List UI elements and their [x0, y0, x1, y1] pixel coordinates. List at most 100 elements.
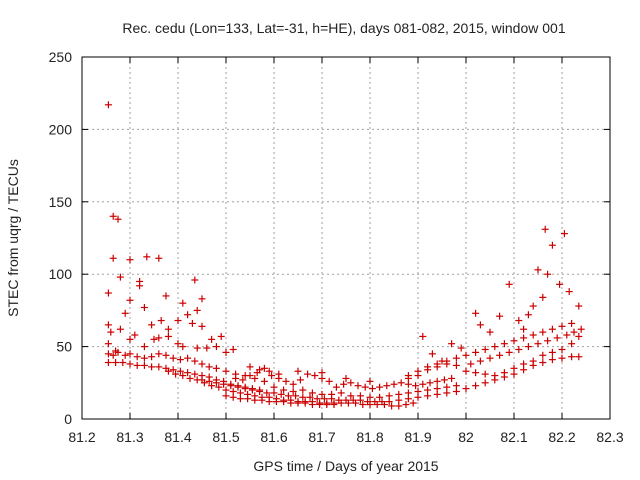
data-point	[241, 385, 249, 393]
data-point	[184, 311, 192, 319]
data-point	[212, 364, 220, 372]
data-point	[140, 361, 148, 369]
data-point	[452, 361, 460, 369]
data-point	[308, 389, 316, 397]
data-point	[424, 363, 432, 371]
data-point	[342, 396, 350, 404]
data-point	[541, 225, 549, 233]
x-tick-label: 81.4	[164, 429, 191, 445]
data-point	[577, 325, 585, 333]
data-point	[198, 295, 206, 303]
data-point	[404, 372, 412, 380]
data-point	[179, 299, 187, 307]
x-tick-label: 82.3	[596, 429, 623, 445]
data-point	[560, 230, 568, 238]
data-point	[299, 386, 307, 394]
data-point	[481, 379, 489, 387]
data-point	[371, 398, 379, 406]
data-point	[452, 354, 460, 362]
data-point	[320, 395, 328, 403]
data-point	[148, 353, 156, 361]
data-point	[116, 273, 124, 281]
data-point	[520, 334, 528, 342]
data-point	[277, 390, 285, 398]
x-tick-label: 82.2	[548, 429, 575, 445]
data-point	[342, 374, 350, 382]
data-point	[104, 340, 112, 348]
data-point	[529, 331, 537, 339]
data-point	[332, 383, 340, 391]
data-point	[440, 376, 448, 384]
x-axis-label: GPS time / Days of year 2015	[253, 458, 438, 474]
data-point	[481, 370, 489, 378]
data-point	[340, 380, 348, 388]
data-point	[452, 387, 460, 395]
data-point	[284, 392, 292, 400]
y-tick-labels: 0 50 100 150 200 250	[49, 49, 73, 427]
data-point	[256, 366, 264, 374]
data-point	[260, 364, 268, 372]
data-point	[520, 360, 528, 368]
data-point	[203, 344, 211, 352]
data-point	[109, 254, 117, 262]
y-axis-label: STEC from uqrg / TECUs	[5, 159, 21, 317]
data-point	[496, 312, 504, 320]
data-point	[558, 322, 566, 330]
data-point	[198, 322, 206, 330]
y-tick-label: 0	[64, 411, 72, 427]
data-point	[191, 370, 199, 378]
data-point	[575, 302, 583, 310]
data-point	[126, 350, 134, 358]
data-point	[184, 354, 192, 362]
data-point	[347, 379, 355, 387]
data-point	[376, 393, 384, 401]
data-point	[294, 399, 302, 407]
data-point	[104, 359, 112, 367]
data-point	[126, 335, 134, 343]
data-point	[467, 360, 475, 368]
data-point	[568, 340, 576, 348]
data-point	[114, 348, 122, 356]
x-tick-label: 81.8	[356, 429, 383, 445]
data-point	[395, 396, 403, 404]
data-point	[143, 253, 151, 261]
data-point	[529, 302, 537, 310]
data-point	[544, 337, 552, 345]
data-point	[107, 328, 115, 336]
data-point	[215, 383, 223, 391]
data-point	[472, 309, 480, 317]
data-point	[184, 369, 192, 377]
data-point	[364, 398, 372, 406]
data-point	[570, 328, 578, 336]
data-point	[443, 389, 451, 397]
data-point	[229, 393, 237, 401]
data-point	[325, 377, 333, 385]
data-point	[457, 344, 465, 352]
data-point	[388, 402, 396, 410]
data-point	[155, 254, 163, 262]
data-point	[558, 354, 566, 362]
data-point	[368, 385, 376, 393]
data-point	[119, 359, 127, 367]
data-point	[376, 383, 384, 391]
x-tick-label: 81.9	[404, 429, 431, 445]
data-point	[347, 392, 355, 400]
data-point	[409, 399, 417, 407]
data-point	[568, 353, 576, 361]
data-point	[548, 348, 556, 356]
data-point	[428, 350, 436, 358]
x-tick-label: 81.5	[212, 429, 239, 445]
data-point	[491, 343, 499, 351]
data-point	[208, 335, 216, 343]
data-point	[534, 266, 542, 274]
y-tick-label: 200	[49, 121, 73, 137]
data-point	[229, 345, 237, 353]
data-point	[414, 393, 422, 401]
data-point	[155, 363, 163, 371]
x-tick-label: 82.1	[500, 429, 527, 445]
data-point	[140, 343, 148, 351]
data-point	[205, 377, 213, 385]
data-point	[510, 364, 518, 372]
data-point	[112, 359, 120, 367]
data-point	[232, 374, 240, 382]
